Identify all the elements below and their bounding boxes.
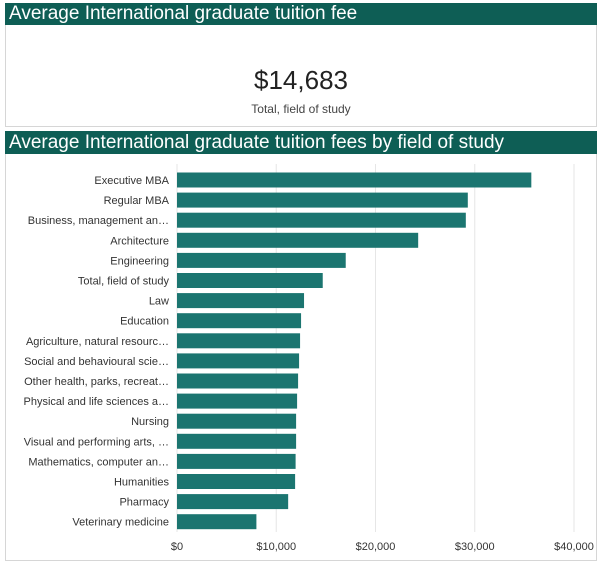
bar [177,252,346,268]
category-label: Mathematics, computer an… [28,456,169,468]
bar [177,433,297,449]
category-label: Pharmacy [119,497,169,509]
bar [177,514,257,530]
kpi-value: $14,683 [254,65,348,95]
category-label: Other health, parks, recreat… [24,376,169,388]
bar [177,413,297,429]
bar [177,494,289,510]
bar [177,474,296,489]
category-label: Education [120,316,169,328]
bar [177,293,305,309]
bar [177,393,298,409]
kpi-panel-title: Average International graduate tuition f… [5,3,597,25]
bar [177,192,468,208]
x-tick-label: $10,000 [256,541,296,553]
category-label: Visual and performing arts, … [24,436,169,448]
x-tick-label: $40,000 [554,541,594,553]
bar [177,273,323,288]
category-label: Executive MBA [94,175,169,187]
category-label: Law [149,296,169,308]
category-label: Business, management an… [28,215,169,227]
kpi-card: $14,683 Total, field of study [5,25,597,127]
bar [177,453,296,469]
category-label: Veterinary medicine [72,517,169,529]
category-label: Architecture [110,235,169,247]
chart-card: $0 $10,000 $20,000 $30,000 $40,000 Executive … [5,154,597,561]
category-label: Total, field of study [78,276,170,288]
chart-panel-title: Average International graduate tuition f… [5,131,597,154]
kpi-label: Total, field of study [251,102,351,116]
bar [177,333,301,349]
category-label: Regular MBA [104,195,170,207]
bar [177,232,419,248]
bar [177,373,299,389]
bar [177,172,532,188]
category-label: Social and behavioural scie… [24,356,169,368]
bar [177,313,302,329]
x-tick-label: $30,000 [455,541,495,553]
category-label: Agriculture, natural resourc… [26,336,169,348]
bar [177,212,466,228]
category-label: Physical and life sciences a… [23,396,169,408]
bar [177,353,300,369]
x-tick-label: $0 [171,541,183,553]
category-label: Engineering [110,255,169,267]
category-label: Humanities [114,477,170,489]
x-tick-label: $20,000 [356,541,396,553]
bar-chart: $0 $10,000 $20,000 $30,000 $40,000 Executive … [23,164,594,553]
category-label: Nursing [131,416,169,428]
